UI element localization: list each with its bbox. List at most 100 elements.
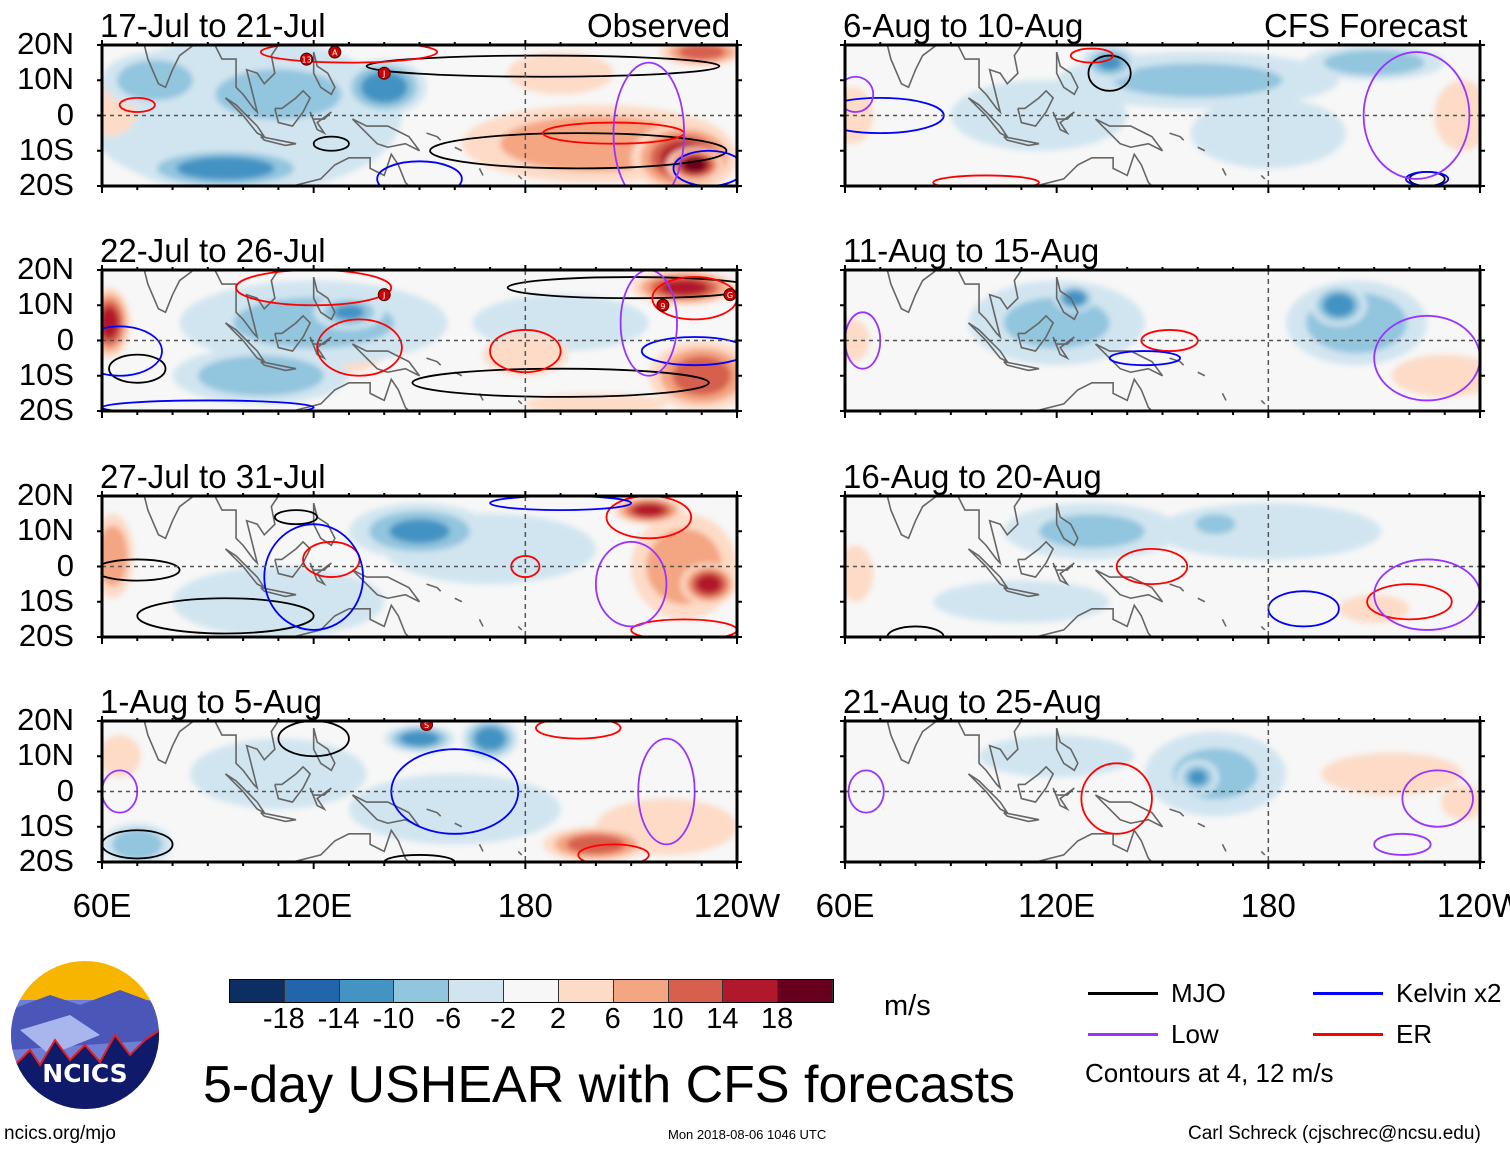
anomaly-shading bbox=[1449, 791, 1476, 813]
coastline bbox=[517, 399, 523, 405]
coastline bbox=[1017, 765, 1055, 803]
coastline bbox=[1169, 132, 1185, 141]
contour-mjo bbox=[1087, 54, 1132, 92]
units-label: m/s bbox=[884, 990, 931, 1022]
anomaly-shading bbox=[553, 397, 639, 411]
x-tick-label: 180 bbox=[497, 887, 553, 924]
y-tick-label: 10N bbox=[17, 286, 74, 322]
storm-marker: S bbox=[420, 721, 434, 732]
contour-low bbox=[612, 61, 685, 186]
coastline bbox=[224, 548, 267, 590]
contour-low bbox=[1373, 314, 1480, 402]
coastline bbox=[1052, 111, 1075, 136]
contour-er bbox=[235, 270, 393, 307]
anomaly-shading bbox=[926, 812, 1011, 841]
legend-item: MJO bbox=[1088, 978, 1226, 1009]
colorbar-label: 18 bbox=[761, 1003, 794, 1035]
coastline bbox=[1035, 603, 1153, 637]
y-tick-label: 10S bbox=[18, 131, 74, 167]
anomaly-shading bbox=[1221, 111, 1315, 155]
contour-low bbox=[1373, 832, 1432, 856]
contour-low bbox=[1373, 558, 1480, 631]
anomaly-shading bbox=[1067, 293, 1082, 303]
credit: Carl Schreck (cjschrec@ncsu.edu) bbox=[1188, 1123, 1481, 1144]
panel-title: 27-Jul to 31-Jul bbox=[100, 458, 326, 495]
contour-kelvin bbox=[102, 399, 315, 411]
coastline bbox=[1055, 276, 1079, 321]
ncics-logo: NCICS bbox=[10, 960, 160, 1110]
anomaly-shading bbox=[669, 282, 699, 293]
coastline bbox=[1003, 360, 1040, 372]
coastline bbox=[260, 135, 297, 147]
coastline bbox=[1169, 583, 1185, 592]
map-panel: 13 A J bbox=[102, 45, 737, 186]
contour-mjo bbox=[411, 367, 710, 398]
coastline bbox=[130, 270, 195, 314]
x-tick-label: 120E bbox=[1018, 887, 1096, 924]
storm-marker: 9 bbox=[656, 298, 670, 312]
contour-mjo bbox=[506, 276, 737, 300]
contour-er bbox=[1080, 762, 1153, 835]
coastline bbox=[873, 270, 938, 314]
coastline bbox=[309, 562, 332, 587]
contour-mjo bbox=[136, 597, 315, 635]
anomaly-shading bbox=[1039, 514, 1145, 549]
coastline bbox=[130, 45, 195, 89]
anomaly-shading bbox=[103, 537, 122, 575]
anomaly-shading bbox=[103, 313, 115, 333]
contour-mjo bbox=[102, 829, 174, 860]
coastline bbox=[1052, 562, 1075, 587]
coastline bbox=[312, 51, 336, 96]
x-tick-label: 60E bbox=[72, 887, 132, 924]
contour-low bbox=[594, 540, 668, 628]
y-tick-label: 10N bbox=[17, 512, 74, 548]
colorbar-swatch bbox=[613, 980, 669, 1002]
coastline bbox=[309, 787, 332, 812]
svg-text:9: 9 bbox=[660, 302, 665, 311]
colorbar-swatch bbox=[449, 980, 505, 1002]
colorbar-swatch bbox=[339, 980, 395, 1002]
coastline bbox=[214, 721, 280, 791]
anomaly-shading bbox=[845, 556, 867, 591]
contour-mjo bbox=[108, 353, 167, 384]
coastline bbox=[1035, 377, 1153, 411]
coastline bbox=[260, 811, 297, 823]
map-panel bbox=[845, 270, 1480, 411]
coastline bbox=[309, 111, 332, 136]
coastline bbox=[1035, 828, 1153, 862]
anomaly-shading bbox=[1188, 769, 1207, 785]
anomaly-shading bbox=[240, 79, 317, 110]
y-tick-label: 20S bbox=[18, 843, 74, 878]
panel-title: 6-Aug to 10-Aug bbox=[843, 7, 1084, 44]
coastline bbox=[426, 132, 442, 141]
contour-low bbox=[1401, 769, 1474, 828]
coastline bbox=[1003, 811, 1040, 823]
legend-item: Low bbox=[1088, 1019, 1219, 1050]
y-tick-label: 20S bbox=[18, 618, 74, 653]
coastline bbox=[1052, 787, 1075, 812]
contour-er bbox=[932, 174, 1040, 186]
site-link[interactable]: ncics.org/mjo bbox=[4, 1123, 116, 1144]
legend-item: ER bbox=[1313, 1019, 1432, 1050]
anomaly-shading bbox=[1203, 518, 1228, 531]
coastline bbox=[873, 721, 938, 765]
contour-er bbox=[1366, 583, 1453, 621]
coastline bbox=[214, 45, 280, 115]
coastline bbox=[957, 45, 1023, 115]
coastline bbox=[1017, 314, 1055, 352]
anomaly-shading bbox=[968, 589, 1075, 615]
svg-text:J: J bbox=[382, 70, 385, 79]
anomaly-shading bbox=[1329, 298, 1349, 313]
contour-er bbox=[259, 45, 439, 64]
coastline bbox=[873, 496, 938, 540]
panel-title: 17-Jul to 21-Jul bbox=[100, 7, 326, 44]
coastline bbox=[426, 808, 442, 817]
contour-mjo bbox=[273, 509, 319, 526]
colorbar-swatch bbox=[504, 980, 559, 1002]
contour-er bbox=[535, 721, 622, 740]
coastline bbox=[454, 597, 463, 603]
anomaly-shading bbox=[528, 60, 593, 86]
anomaly-shading bbox=[1097, 55, 1122, 71]
contour-kelvin bbox=[376, 160, 463, 186]
